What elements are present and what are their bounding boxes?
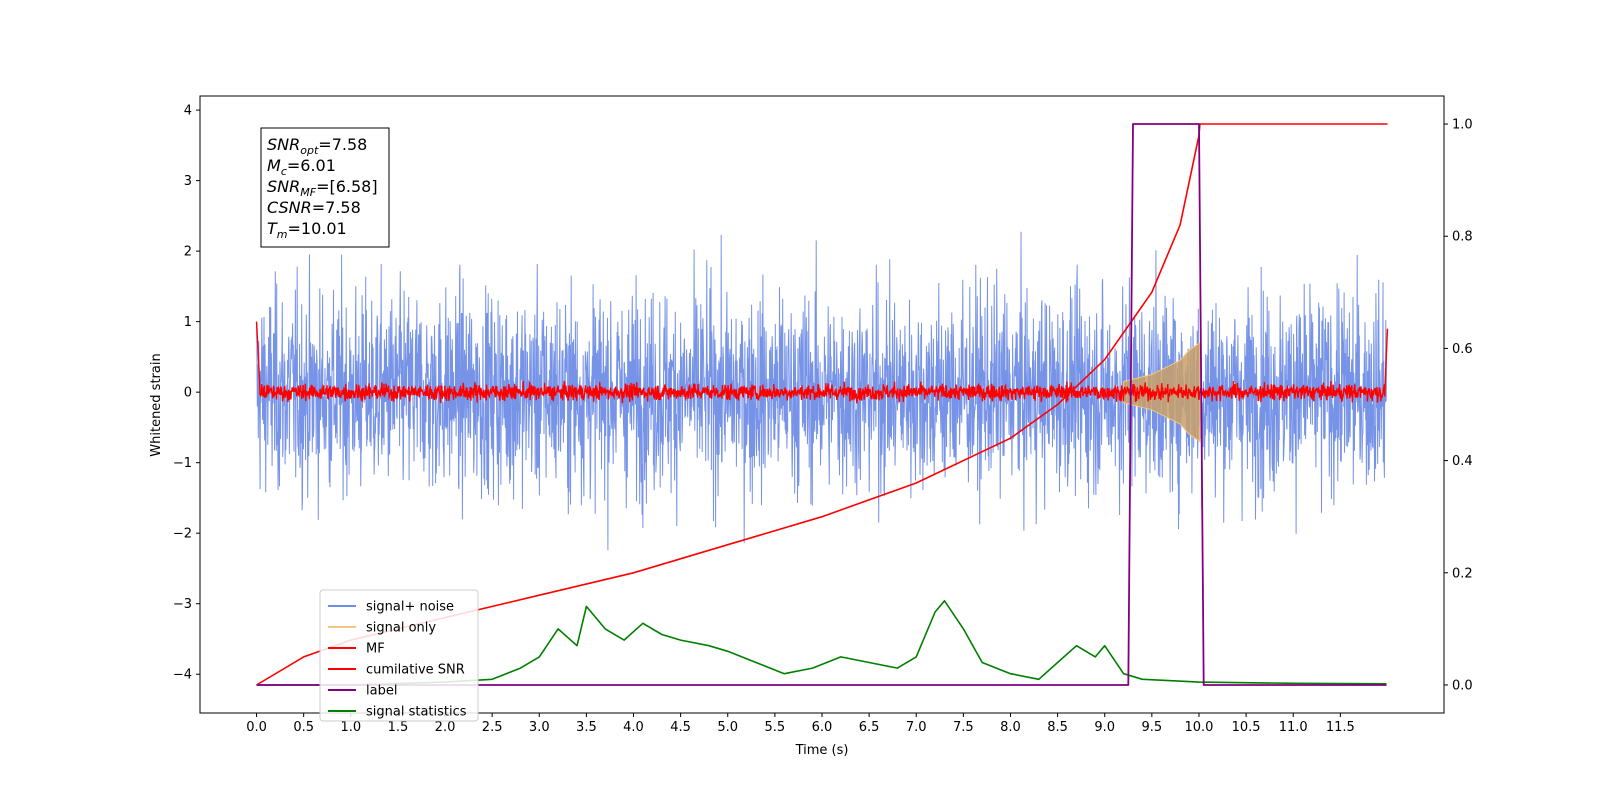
y-axis-label: Whitened strain [149, 353, 164, 456]
y-tick-label: −3 [173, 597, 192, 612]
x-tick-label: 0.0 [246, 720, 267, 735]
legend-label: MF [366, 642, 385, 657]
legend-label: label [366, 684, 397, 699]
x-tick-label: 5.0 [717, 720, 738, 735]
legend-label: cumilative SNR [366, 663, 465, 678]
legend-label: signal+ noise [366, 600, 454, 615]
x-tick-label: 11.5 [1326, 720, 1355, 735]
x-tick-label: 9.0 [1094, 720, 1115, 735]
x-tick-label: 9.5 [1142, 720, 1163, 735]
x-tick-label: 2.5 [482, 720, 503, 735]
series-mf [255, 321, 1389, 404]
y-tick-label: 2 [184, 245, 192, 260]
y2-tick-label: 0.8 [1452, 230, 1473, 245]
y-tick-label: −1 [173, 456, 192, 471]
info-line: Mc=6.01 [267, 156, 336, 178]
info-box-frame [260, 127, 390, 248]
x-tick-label: 2.0 [435, 720, 456, 735]
x-tick-label: 8.5 [1047, 720, 1068, 735]
y2-tick-label: 0.0 [1452, 678, 1473, 693]
x-tick-label: 3.5 [576, 720, 597, 735]
legend: signal+ noise signal only MF cumilative SNR… [319, 589, 479, 722]
legend-items: signal+ noise signal only MF cumilative SNR… [328, 600, 467, 720]
y-tick-label: −2 [173, 527, 192, 542]
y-tick-label: 1 [184, 315, 192, 330]
x-tick-label: 7.0 [906, 720, 927, 735]
x-tick-label: 10.5 [1232, 720, 1261, 735]
y-tick-label: −4 [173, 668, 192, 683]
x-tick-label: 0.5 [293, 720, 314, 735]
info-line: SNRopt=7.58 [267, 135, 367, 157]
series-signal-statistics [256, 600, 1387, 686]
x-tick-label: 7.5 [953, 720, 974, 735]
x-tick-label: 10.0 [1184, 720, 1213, 735]
x-tick-label: 6.0 [812, 720, 833, 735]
series-label [256, 123, 1387, 686]
x-tick-label: 6.5 [859, 720, 880, 735]
x-tick-label: 4.5 [670, 720, 691, 735]
legend-label: signal only [366, 621, 436, 636]
x-tick-label: 3.0 [529, 720, 550, 735]
legend-label: signal statistics [366, 705, 467, 720]
y2-tick-label: 0.4 [1452, 454, 1473, 469]
x-axis-label: Time (s) [795, 743, 849, 758]
x-tick-label: 4.0 [623, 720, 644, 735]
x-tick-label: 1.5 [388, 720, 409, 735]
info-line: Tm=10.01 [267, 219, 347, 241]
info-line: CSNR=7.58 [267, 198, 361, 217]
x-ticks: 0.0 0.5 1.0 1.5 2.0 2.5 3.0 3.5 4.0 4.5 5.0 5.5 6.0 6… [246, 713, 1355, 735]
data-layer [255, 123, 1389, 686]
y-tick-label: 4 [184, 104, 192, 119]
y2-tick-label: 1.0 [1452, 118, 1473, 133]
x-tick-label: 8.0 [1000, 720, 1021, 735]
y2-ticks: 1.0 0.8 0.6 0.4 0.2 0.0 [1444, 118, 1473, 693]
legend-frame [319, 589, 479, 722]
y2-tick-label: 0.6 [1452, 342, 1473, 357]
x-tick-label: 1.0 [340, 720, 361, 735]
info-line: SNRMF=[6.58] [267, 177, 378, 199]
x-tick-label: 11.0 [1279, 720, 1308, 735]
y-tick-label: 0 [184, 386, 192, 401]
x-tick-label: 5.5 [765, 720, 786, 735]
y-ticks: 4 3 2 1 0 −1 −2 −3 −4 [173, 104, 200, 683]
y2-tick-label: 0.2 [1452, 566, 1473, 581]
y-tick-label: 3 [184, 174, 192, 189]
